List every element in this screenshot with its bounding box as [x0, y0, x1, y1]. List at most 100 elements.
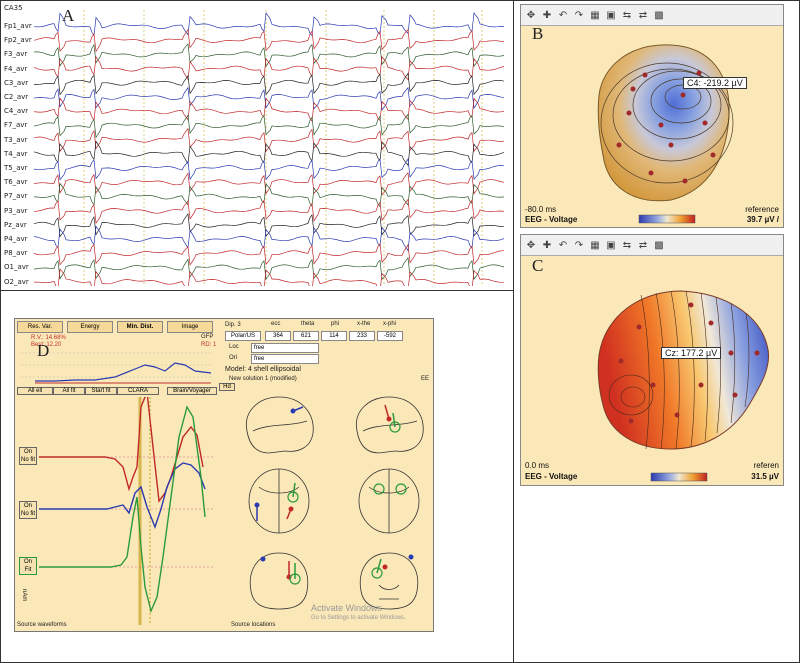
palette-icon[interactable]: ▩ [654, 239, 664, 251]
type-label-c: EEG - Voltage [525, 472, 578, 481]
grid-icon[interactable]: ▦ [590, 9, 600, 21]
solution-label: New solution 1 (modified) [229, 376, 297, 382]
eeg-traces [33, 10, 504, 286]
eeg-trace [34, 268, 504, 286]
time-label-b: -80.0 ms [525, 205, 557, 214]
divider-horizontal [0, 290, 513, 291]
head-map-b [597, 44, 734, 224]
channel-label: F4_avr [4, 64, 28, 73]
channel-label: P3_avr [4, 206, 28, 215]
ee-label: EE [421, 376, 430, 382]
residual-plot [21, 352, 212, 384]
scale-label-b: 39.7 µV / [746, 215, 779, 224]
ori-select[interactable]: free [251, 354, 319, 364]
channel-label: T5_avr [4, 164, 28, 172]
gfp-label: GFP [201, 334, 214, 340]
all-ell-button[interactable]: All ell [17, 387, 53, 395]
param-header-theta: theta [301, 321, 315, 327]
voltage-callout-c: Cz: 177.2 µV [661, 347, 722, 359]
time-label-c: 0.0 ms [525, 461, 550, 470]
arrows-icon[interactable]: ⇄ [638, 9, 648, 21]
panel-letter-d: D [37, 341, 50, 360]
arrows-icon[interactable]: ⇆ [622, 239, 632, 251]
channel-label: O1_avr [4, 263, 29, 272]
grid-icon[interactable]: ▦ [590, 239, 600, 251]
view-icon[interactable]: ▣ [606, 239, 616, 251]
channel-label: T3_avr [4, 135, 28, 144]
reference-label-b: reference [745, 205, 779, 214]
eeg-trace [33, 257, 504, 281]
redo-icon[interactable]: ↷ [574, 239, 584, 251]
arrows-icon[interactable]: ⇆ [622, 9, 632, 21]
param-header-ecc: ecc [271, 321, 281, 327]
channel-label: F3_avr [4, 50, 28, 59]
channel-label: C3_avr [4, 78, 29, 87]
trace-toggle-1[interactable]: On No fit [19, 447, 37, 465]
voltage-callout-b: C4: -219.2 µV [683, 77, 747, 89]
eeg-trace [33, 86, 504, 111]
source-analysis-window: Res. Var. Energy Min. Dist. Image R.V.: … [14, 318, 434, 632]
eeg-trace [33, 140, 504, 167]
redo-icon[interactable]: ↷ [574, 9, 584, 21]
param-value-xthe[interactable]: 233 [349, 331, 375, 341]
hd-button[interactable]: Hd [219, 383, 235, 391]
map-toolbar-c: ✥ ✚ ↶ ↷ ▦ ▣ ⇆ ⇄ ▩ [521, 235, 783, 256]
param-value-phi[interactable]: 114 [321, 331, 347, 341]
palette-icon[interactable]: ▩ [654, 9, 664, 21]
trace-toggle-2[interactable]: On No fit [19, 501, 37, 519]
rotate-icon[interactable]: ✥ [526, 239, 536, 251]
rotate-icon[interactable]: ✥ [526, 9, 536, 21]
panel-letter-c: C [532, 256, 544, 275]
loc-label: Loc [229, 344, 239, 350]
eeg-trace [33, 158, 504, 181]
polar-us-field[interactable]: Polar/US [225, 331, 261, 341]
source-waveforms [15, 397, 215, 625]
best-label: Best: 12.20 [31, 342, 62, 348]
tab-min-dist[interactable]: Min. Dist. [117, 321, 163, 333]
montage-label: CA35 [4, 4, 23, 12]
move-icon[interactable]: ✚ [542, 9, 552, 21]
channel-label: Fp1_avr [4, 22, 32, 30]
rd-label: RD: 1 [201, 342, 217, 348]
clara-button[interactable]: CLARA [117, 387, 159, 395]
eeg-trace [33, 12, 504, 37]
eeg-trace [33, 28, 504, 53]
param-value-ecc[interactable]: 364 [265, 331, 291, 341]
loc-select[interactable]: free [251, 343, 319, 353]
move-icon[interactable]: ✚ [542, 239, 552, 251]
tab-energy[interactable]: Energy [67, 321, 113, 333]
head-map-c [597, 290, 770, 482]
channel-label: C2_avr [4, 93, 29, 101]
undo-icon[interactable]: ↶ [558, 239, 568, 251]
channel-label: T6_avr [4, 178, 28, 187]
scale-label: nAm [21, 589, 27, 602]
all-fit-button[interactable]: All fit [53, 387, 85, 395]
trace-toggle-3[interactable]: On Fit [19, 557, 37, 575]
watermark-subtitle: Go to Settings to activate Windows. [311, 615, 406, 621]
param-header-xthe: x-the [357, 321, 371, 327]
channel-label: Fp2_avr [4, 36, 32, 45]
ori-label: Ori [229, 355, 237, 361]
param-value-theta[interactable]: 621 [293, 331, 319, 341]
channel-label: P8_avr [4, 249, 28, 258]
brainvoyager-button[interactable]: Brain/Voyager [167, 387, 217, 395]
panel-letter-a: A [62, 6, 75, 25]
eeg-trace [34, 182, 504, 208]
tab-res-var[interactable]: Res. Var. [17, 321, 63, 333]
model-label: Model: 4 shell ellipsoidal [225, 366, 301, 373]
scale-label-c: 31.5 µV [751, 472, 779, 481]
watermark-title: Activate Windows [311, 603, 383, 613]
undo-icon[interactable]: ↶ [558, 9, 568, 21]
param-value-xphi[interactable]: -592 [377, 331, 403, 341]
param-header-phi: phi [331, 321, 340, 327]
eeg-trace [33, 212, 504, 238]
view-icon[interactable]: ▣ [606, 9, 616, 21]
tab-image[interactable]: Image [167, 321, 213, 333]
map-toolbar-b: ✥ ✚ ↶ ↷ ▦ ▣ ⇆ ⇄ ▩ [521, 5, 783, 26]
arrows-icon[interactable]: ⇄ [638, 239, 648, 251]
panel-letter-b: B [532, 24, 544, 43]
eeg-trace [33, 113, 504, 139]
rv-label: R.V.: 14.68% [31, 335, 66, 341]
footer-right: Source locations [231, 622, 276, 628]
start-fit-button[interactable]: Start fit [85, 387, 117, 395]
